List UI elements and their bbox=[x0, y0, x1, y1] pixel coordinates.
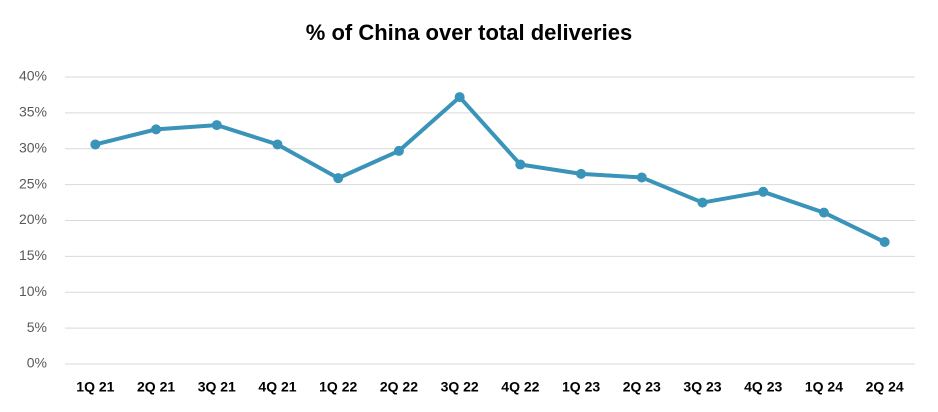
data-line bbox=[94, 95, 886, 244]
chart-title: % of China over total deliveries bbox=[306, 20, 632, 45]
y-tick-label: 25% bbox=[19, 175, 47, 191]
x-tick-label: 4Q 23 bbox=[744, 379, 782, 395]
x-tick-label: 1Q 22 bbox=[319, 379, 357, 395]
x-tick-label: 2Q 23 bbox=[623, 379, 661, 395]
y-tick-label: 30% bbox=[19, 139, 47, 155]
x-tick-label: 2Q 21 bbox=[137, 379, 175, 395]
x-tick-label: 2Q 24 bbox=[866, 379, 904, 395]
data-point bbox=[818, 207, 829, 218]
x-tick-label: 1Q 23 bbox=[562, 379, 600, 395]
y-tick-label: 40% bbox=[19, 68, 47, 84]
y-tick-label: 20% bbox=[19, 211, 47, 227]
data-point bbox=[454, 92, 465, 103]
y-tick-label: 35% bbox=[19, 104, 47, 120]
y-tick-label: 10% bbox=[19, 283, 47, 299]
data-point bbox=[272, 139, 283, 150]
x-tick-label: 3Q 21 bbox=[198, 379, 236, 395]
x-tick-label: 3Q 23 bbox=[683, 379, 721, 395]
data-point bbox=[393, 145, 404, 156]
data-point bbox=[333, 173, 344, 184]
data-point bbox=[576, 168, 587, 179]
x-tick-label: 1Q 24 bbox=[805, 379, 843, 395]
x-tick-label: 2Q 22 bbox=[380, 379, 418, 395]
x-tick-label: 4Q 21 bbox=[258, 379, 296, 395]
data-point bbox=[697, 197, 708, 208]
data-point bbox=[758, 186, 769, 197]
data-point bbox=[515, 159, 526, 170]
x-tick-label: 1Q 21 bbox=[76, 379, 114, 395]
x-tick-label: 3Q 22 bbox=[441, 379, 479, 395]
y-tick-label: 5% bbox=[27, 319, 47, 335]
y-tick-label: 0% bbox=[27, 355, 47, 371]
x-tick-label: 4Q 22 bbox=[501, 379, 539, 395]
data-point bbox=[636, 172, 647, 183]
y-tick-label: 15% bbox=[19, 247, 47, 263]
data-point bbox=[90, 139, 101, 150]
data-point bbox=[211, 120, 222, 131]
data-point bbox=[151, 124, 162, 135]
data-point bbox=[879, 237, 890, 248]
